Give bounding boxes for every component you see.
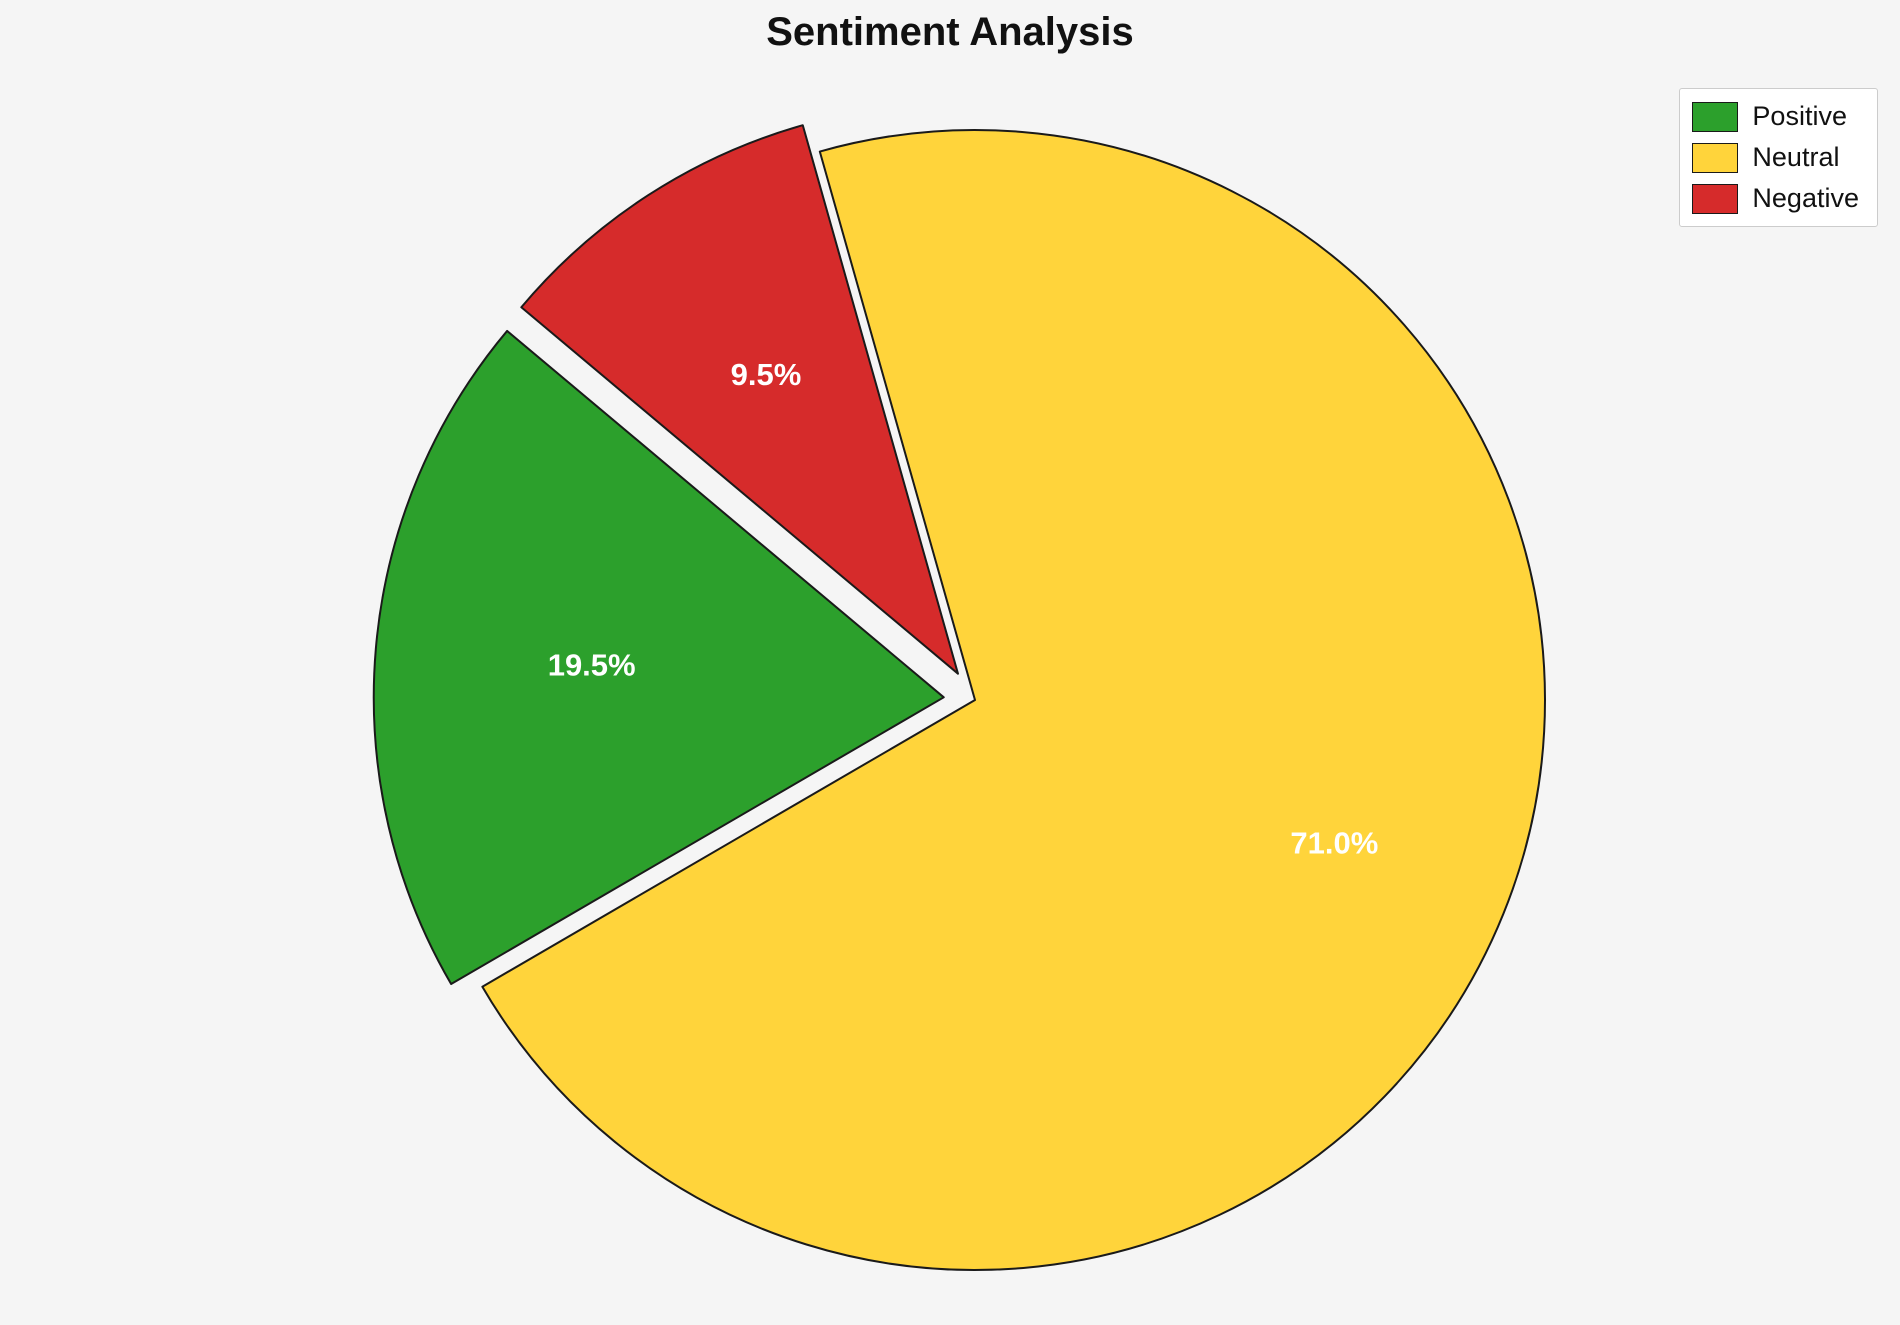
legend-item-negative: Negative (1692, 183, 1859, 214)
legend-swatch-neutral (1692, 142, 1739, 173)
pie-slice-negative (520, 124, 959, 675)
slice-label-neutral: 71.0% (1290, 825, 1378, 860)
legend-swatch-negative (1692, 183, 1739, 214)
legend-item-neutral: Neutral (1692, 142, 1859, 173)
slice-label-negative: 9.5% (731, 357, 802, 392)
legend-swatch-positive (1692, 101, 1739, 132)
pie-slice-positive (372, 329, 945, 986)
legend-label-negative: Negative (1752, 183, 1859, 213)
slice-label-positive: 19.5% (548, 647, 636, 682)
legend-label-neutral: Neutral (1752, 142, 1840, 172)
chart-title: Sentiment Analysis (766, 10, 1134, 54)
pie-slice-neutral (481, 129, 1546, 1272)
legend: Positive Neutral Negative (1679, 88, 1878, 227)
legend-item-positive: Positive (1692, 101, 1859, 132)
legend-label-positive: Positive (1752, 101, 1847, 131)
